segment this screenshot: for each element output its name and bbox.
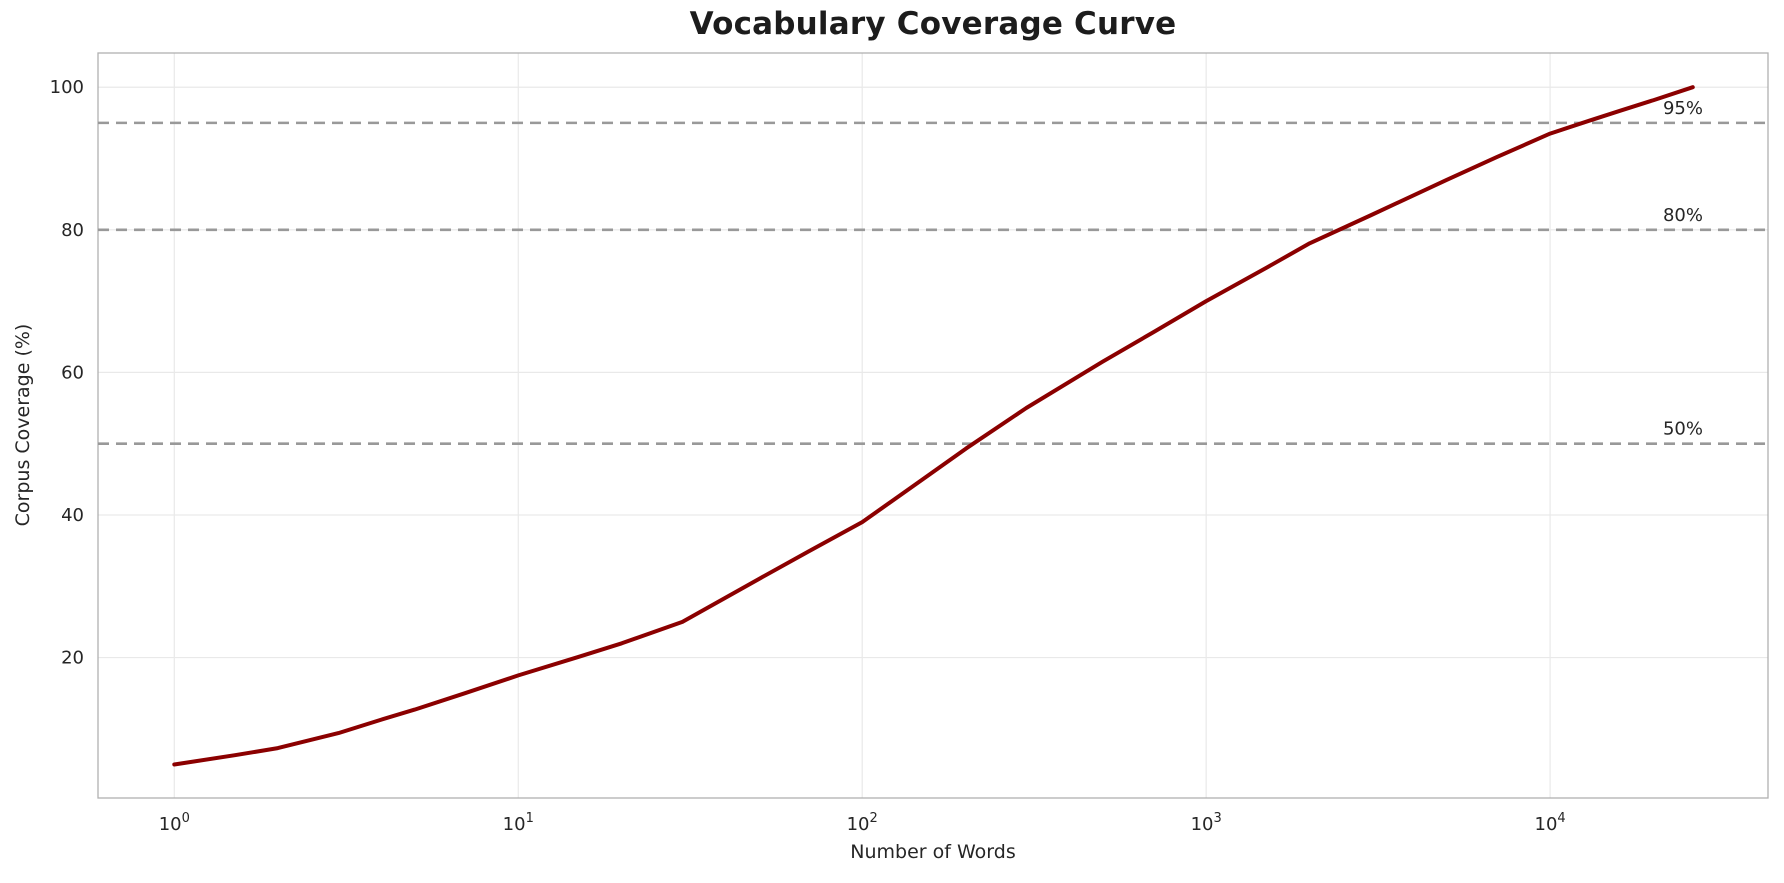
reference-line-label-80: 80% — [1663, 205, 1703, 226]
reference-line-label-95: 95% — [1663, 98, 1703, 119]
x-axis-label: Number of Words — [850, 841, 1016, 863]
y-tick-label: 100 — [50, 77, 84, 98]
x-tick-label: 102 — [847, 811, 878, 835]
plot-border — [97, 52, 1769, 799]
x-tick-label: 104 — [1535, 811, 1566, 835]
y-axis-label: Corpus Coverage (%) — [12, 323, 34, 527]
y-tick-label: 80 — [61, 220, 84, 241]
reference-line-label-50: 50% — [1663, 419, 1703, 440]
y-tick-label: 20 — [61, 648, 84, 669]
x-tick-label: 101 — [503, 811, 534, 835]
coverage-curve — [172, 85, 1695, 767]
x-tick-label: 103 — [1191, 811, 1222, 835]
y-tick-label: 60 — [61, 362, 84, 383]
x-tick-label: 100 — [159, 811, 190, 835]
chart-title: Vocabulary Coverage Curve — [689, 6, 1177, 42]
y-tick-label: 40 — [61, 505, 84, 526]
